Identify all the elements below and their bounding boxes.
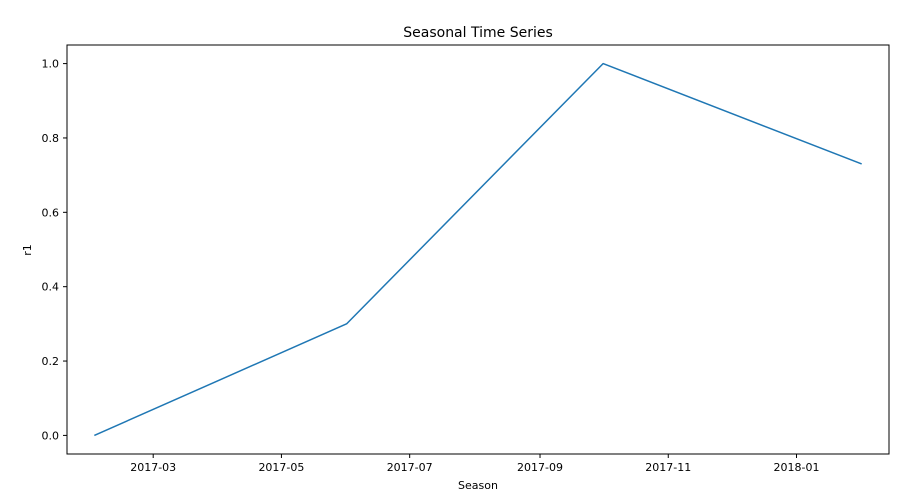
y-axis-label: r1 xyxy=(21,244,34,256)
y-tick-label: 1.0 xyxy=(42,58,60,71)
x-tick-label: 2017-03 xyxy=(130,461,176,474)
y-tick-label: 0.8 xyxy=(42,132,60,145)
y-tick-label: 0.4 xyxy=(42,281,60,294)
x-axis-label: Season xyxy=(458,479,498,492)
x-tick-label: 2017-05 xyxy=(258,461,304,474)
x-tick-label: 2017-07 xyxy=(387,461,433,474)
x-tick-label: 2018-01 xyxy=(774,461,820,474)
y-axis: 0.0 0.2 0.4 0.6 0.8 1.0 xyxy=(42,58,67,442)
y-tick-label: 0.2 xyxy=(42,355,60,368)
x-axis: 2017-03 2017-05 2017-07 2017-09 2017-11 2018-… xyxy=(130,454,819,474)
chart-title: Seasonal Time Series xyxy=(403,25,553,41)
series-line xyxy=(94,62,862,437)
y-tick-label: 0.6 xyxy=(42,206,60,219)
x-tick-label: 2017-11 xyxy=(645,461,691,474)
x-tick-label: 2017-09 xyxy=(517,461,563,474)
series-layer xyxy=(94,62,862,437)
y-tick-label: 0.0 xyxy=(42,429,60,442)
axes-frame xyxy=(66,44,890,455)
